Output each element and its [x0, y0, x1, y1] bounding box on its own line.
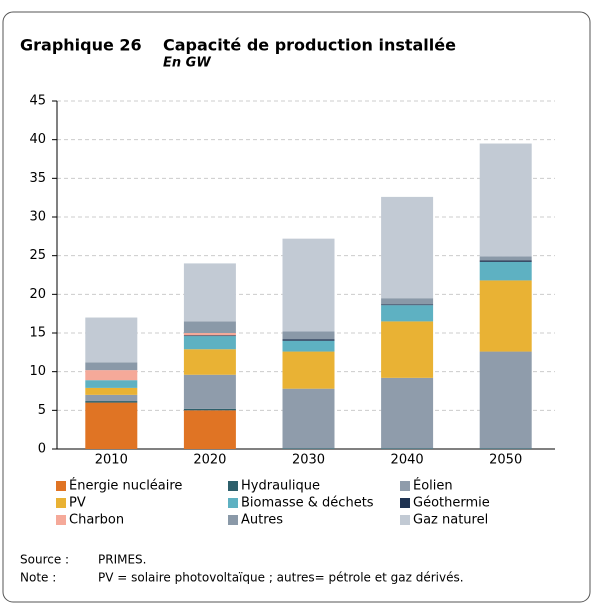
y-tick-label: 45 [29, 94, 46, 109]
legend-label: Biomasse & déchets [241, 496, 374, 511]
bar-segment [479, 260, 532, 262]
legend-swatch [400, 515, 410, 525]
x-tick-label: 2050 [489, 453, 522, 468]
legend-label: Énergie nucléaire [69, 478, 182, 494]
bar-segment [85, 402, 138, 449]
y-tick-label: 10 [29, 364, 46, 379]
legend-label: Éolien [413, 478, 453, 494]
x-tick-label: 2010 [95, 453, 128, 468]
bar-segment [85, 394, 138, 402]
y-tick-label: 35 [29, 171, 46, 186]
legend-label: Autres [241, 513, 283, 528]
bar-segment [85, 401, 138, 403]
legend-swatch [400, 481, 410, 491]
source: PRIMES. [98, 553, 146, 567]
bar-segment [183, 374, 236, 409]
bar-segment [85, 380, 138, 388]
bar-segment [381, 305, 434, 322]
bar-segment [183, 333, 236, 336]
bar-segment [479, 143, 532, 257]
bar-segment [183, 335, 236, 337]
bar-segment [381, 298, 434, 305]
bar-segment [183, 410, 236, 449]
legend-swatch [228, 481, 238, 491]
legend-swatch [228, 498, 238, 508]
bar-segment [381, 304, 434, 306]
chart-label: Graphique 26 [20, 36, 142, 55]
bar-segment [183, 321, 236, 333]
bar-segment [183, 349, 236, 375]
legend-swatch [56, 498, 66, 508]
bar-segment [85, 370, 138, 381]
bar-segment [282, 388, 335, 449]
legend-swatch [400, 498, 410, 508]
bar-segment [183, 408, 236, 411]
bar-segment [85, 362, 138, 371]
bar-segment [381, 377, 434, 449]
x-tick-label: 2040 [391, 453, 424, 468]
legend-label: Gaz naturel [413, 513, 488, 528]
y-tick-label: 40 [29, 132, 46, 147]
bar-segment [479, 448, 532, 449]
note-label: Note : [20, 571, 56, 585]
bar-segment [85, 387, 138, 395]
x-tick-label: 2020 [193, 453, 226, 468]
note: PV = solaire photovoltaïque ; autres= pé… [98, 571, 464, 585]
bar-segment [282, 238, 335, 332]
chart-subtitle: En GW [163, 56, 211, 71]
bar-segment [183, 263, 236, 322]
legend-swatch [56, 515, 66, 525]
legend-label: Géothermie [413, 496, 490, 511]
y-tick-label: 5 [38, 403, 46, 418]
chart-title: Capacité de production installée [163, 36, 456, 55]
bar-segment [282, 448, 335, 449]
legend-swatch [228, 515, 238, 525]
bar-segment [479, 261, 532, 281]
bar-segment [381, 196, 434, 299]
y-tick-label: 20 [29, 287, 46, 302]
bar-segment [381, 321, 434, 378]
x-tick-label: 2030 [292, 453, 325, 468]
bar-segment [479, 280, 532, 352]
legend-label: Charbon [69, 513, 124, 528]
y-tick-label: 30 [29, 210, 46, 225]
bar-segment [479, 351, 532, 449]
bar-segment [183, 336, 236, 350]
bar-segment [381, 448, 434, 449]
bar-segment [85, 317, 138, 363]
legend-label: Hydraulique [241, 479, 320, 494]
legend-swatch [56, 481, 66, 491]
y-tick-label: 25 [29, 248, 46, 263]
bar-segment [282, 351, 335, 389]
source-label: Source : [20, 553, 69, 567]
bar-segment [282, 339, 335, 341]
y-tick-label: 0 [38, 442, 46, 457]
bar-segment [282, 340, 335, 352]
y-tick-label: 15 [29, 326, 46, 341]
bar-segment [282, 331, 335, 340]
bar-segment [479, 256, 532, 261]
legend-label: PV [69, 496, 86, 511]
